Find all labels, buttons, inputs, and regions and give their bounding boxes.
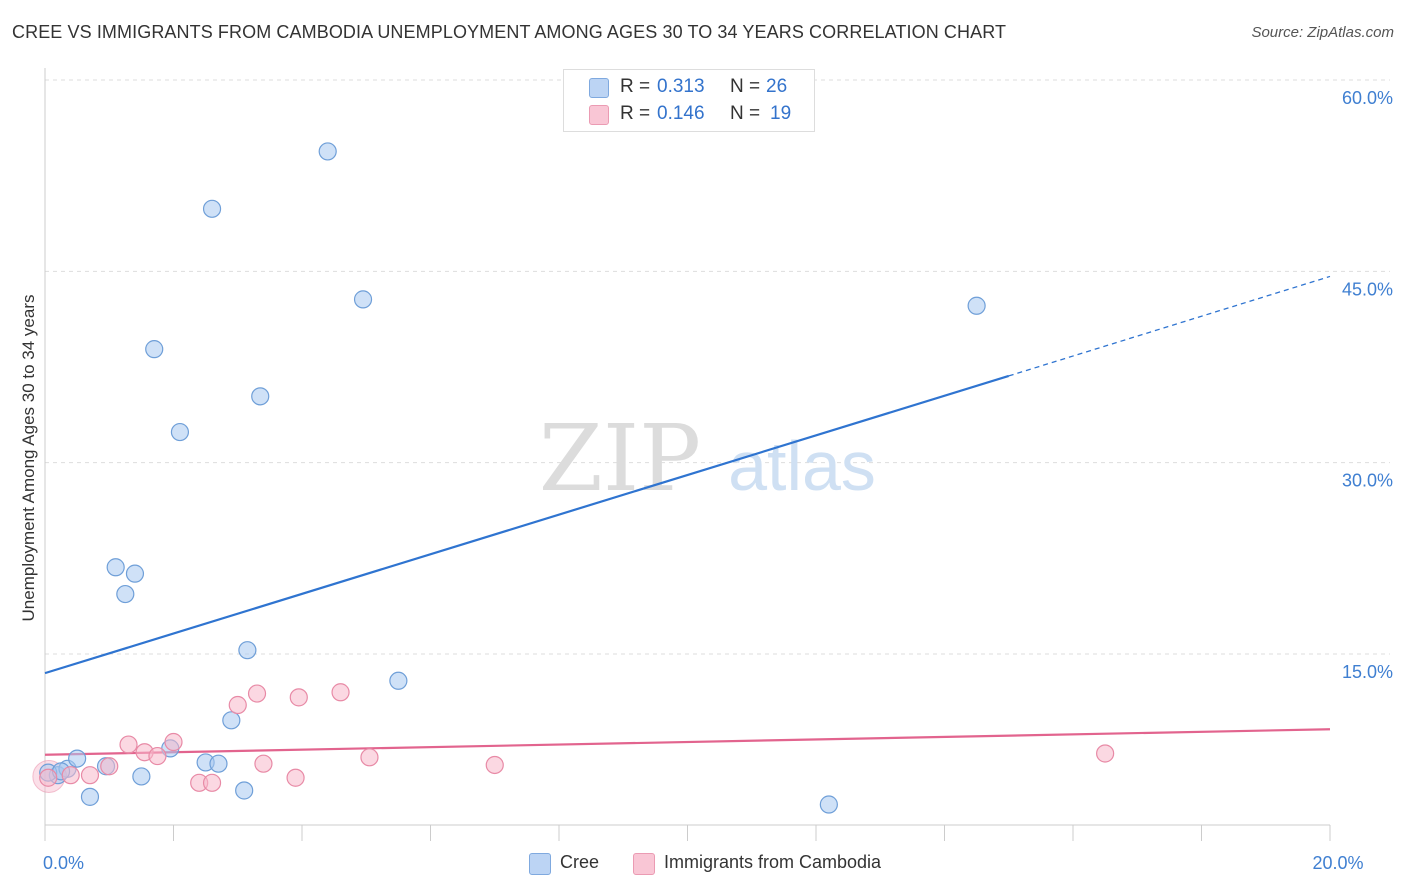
axes xyxy=(44,68,1331,841)
cambodia-point xyxy=(100,757,119,776)
cambodia-point xyxy=(80,766,100,785)
cambodia-point xyxy=(289,688,308,707)
n-value: 26 xyxy=(766,76,788,97)
cambodia-point xyxy=(254,754,273,773)
cree-point xyxy=(353,290,373,309)
cree-point xyxy=(251,387,270,406)
cree-point xyxy=(116,584,135,604)
r-label: R = xyxy=(620,76,651,97)
r-label: R = xyxy=(620,103,651,124)
cree-point xyxy=(318,142,337,161)
cree-point xyxy=(389,671,408,690)
x-tick-label: 20.0% xyxy=(1312,853,1363,873)
source-label: Source: ZipAtlas.com xyxy=(1251,24,1394,41)
cambodia-point xyxy=(360,748,379,767)
trend-lines xyxy=(44,275,1331,756)
cambodia-point xyxy=(164,732,183,752)
x-tick-label: 0.0% xyxy=(43,853,84,873)
cambodia-point xyxy=(148,746,167,766)
cambodia-point xyxy=(286,768,305,787)
y-tick-label: 45.0% xyxy=(1342,279,1393,299)
chart-title: CREE VS IMMIGRANTS FROM CAMBODIA UNEMPLO… xyxy=(12,22,1007,42)
cambodia-point xyxy=(1096,744,1115,763)
cree-trend-extension xyxy=(1008,275,1331,377)
cree-point xyxy=(125,564,145,583)
n-label: N = xyxy=(730,103,761,124)
cree-swatch-icon xyxy=(529,853,551,875)
cambodia-point xyxy=(61,766,80,785)
cambodia-point xyxy=(485,755,504,775)
n-value: 19 xyxy=(770,103,792,124)
cree-trend-line xyxy=(44,374,1010,675)
y-tick-label: 60.0% xyxy=(1342,88,1393,108)
cambodia-point xyxy=(331,683,350,702)
cambodia-trend-line xyxy=(44,728,1331,756)
legend-label-cree: Cree xyxy=(560,852,600,872)
correlation-legend: R = 0.313 N = 26 R = 0.146 N = 19 xyxy=(563,69,815,132)
cree-point xyxy=(170,422,190,442)
y-tick-label: 30.0% xyxy=(1342,471,1393,491)
cambodia-swatch-icon xyxy=(589,105,609,125)
cree-point xyxy=(106,558,125,577)
cree-point xyxy=(68,749,87,768)
data-points xyxy=(32,142,1115,814)
watermark: ZIP atlas xyxy=(539,405,876,512)
cree-point xyxy=(80,787,100,806)
cree-point xyxy=(202,199,222,218)
cambodia-point xyxy=(247,684,267,703)
cambodia-point xyxy=(119,735,138,754)
r-value: 0.146 xyxy=(657,103,705,124)
cree-point xyxy=(209,754,228,773)
y-axis-label: Unemployment Among Ages 30 to 34 years xyxy=(19,294,38,622)
cree-point xyxy=(235,781,254,800)
y-tick-label: 15.0% xyxy=(1342,662,1393,682)
cree-point xyxy=(238,641,257,660)
n-label: N = xyxy=(730,76,761,97)
cree-point xyxy=(967,296,986,315)
cree-point xyxy=(819,795,838,814)
grid-lines xyxy=(45,79,1390,655)
r-value: 0.313 xyxy=(657,76,705,97)
cree-point xyxy=(132,767,151,786)
cree-swatch-icon xyxy=(589,78,609,98)
cambodia-point xyxy=(202,773,222,792)
cree-point xyxy=(222,711,241,730)
cree-point xyxy=(145,340,164,359)
cambodia-point xyxy=(39,768,58,787)
cambodia-swatch-icon xyxy=(633,853,655,875)
legend-label-cambodia: Immigrants from Cambodia xyxy=(664,852,882,872)
tick-labels: 15.0% 30.0% 45.0% 60.0% 0.0% 20.0% xyxy=(43,88,1393,873)
cambodia-point xyxy=(228,695,247,715)
watermark-zip: ZIP xyxy=(539,405,701,512)
